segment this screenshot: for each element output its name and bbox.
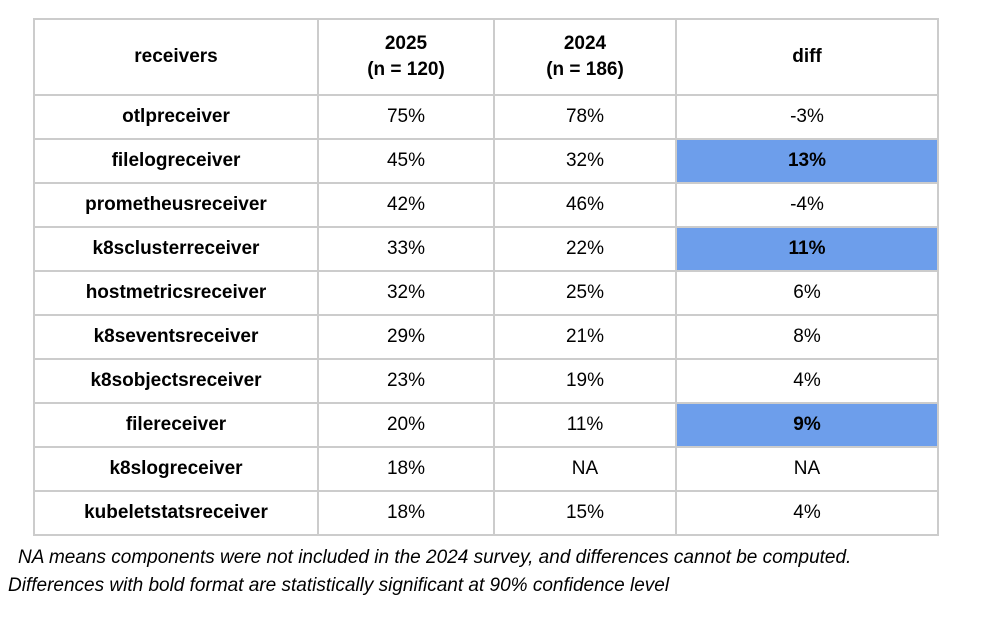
diff-cell: -3%	[675, 94, 939, 140]
diff-cell: 11%	[675, 226, 939, 272]
value-2024-cell: 21%	[493, 314, 677, 360]
value-2025-cell: 45%	[317, 138, 495, 184]
table-row: k8slogreceiver 18% NA NA	[33, 446, 939, 492]
col-header-2025-year: 2025	[384, 33, 428, 54]
col-header-diff: diff	[675, 18, 939, 96]
col-header-diff-label: diff	[792, 46, 822, 67]
table-body: otlpreceiver 75% 78% -3% filelogreceiver 45% 3…	[33, 94, 939, 536]
receiver-name-cell: k8sclusterreceiver	[33, 226, 319, 272]
diff-cell: 13%	[675, 138, 939, 184]
diff-cell: 6%	[675, 270, 939, 316]
value-2024-cell: NA	[493, 446, 677, 492]
table-row: k8sclusterreceiver 33% 22% 11%	[33, 226, 939, 272]
value-2024-cell: 19%	[493, 358, 677, 404]
col-header-receivers-label: receivers	[134, 46, 218, 67]
receiver-name-cell: hostmetricsreceiver	[33, 270, 319, 316]
col-header-receivers: receivers	[33, 18, 319, 96]
table-row: filereceiver 20% 11% 9%	[33, 402, 939, 448]
receiver-name-cell: filereceiver	[33, 402, 319, 448]
value-2024-cell: 46%	[493, 182, 677, 228]
table-row: prometheusreceiver 42% 46% -4%	[33, 182, 939, 228]
value-2025-cell: 23%	[317, 358, 495, 404]
footnotes: NA means components were not included in…	[8, 544, 976, 600]
value-2024-cell: 78%	[493, 94, 677, 140]
receiver-name-cell: prometheusreceiver	[33, 182, 319, 228]
receiver-name-cell: otlpreceiver	[33, 94, 319, 140]
table-row: kubeletstatsreceiver 18% 15% 4%	[33, 490, 939, 536]
value-2024-cell: 11%	[493, 402, 677, 448]
table-row: k8seventsreceiver 29% 21% 8%	[33, 314, 939, 360]
receiver-name-cell: k8slogreceiver	[33, 446, 319, 492]
table-header: receivers 2025 (n = 120) 2024 (n = 186) …	[33, 18, 939, 96]
col-header-2025-n: (n = 120)	[367, 59, 445, 80]
value-2024-cell: 25%	[493, 270, 677, 316]
value-2025-cell: 75%	[317, 94, 495, 140]
col-header-2025: 2025 (n = 120)	[317, 18, 495, 96]
value-2025-cell: 18%	[317, 446, 495, 492]
col-header-2024-year: 2024	[563, 33, 607, 54]
table-row: k8sobjectsreceiver 23% 19% 4%	[33, 358, 939, 404]
value-2025-cell: 29%	[317, 314, 495, 360]
diff-cell: 4%	[675, 358, 939, 404]
value-2024-cell: 32%	[493, 138, 677, 184]
receivers-table: receivers 2025 (n = 120) 2024 (n = 186) …	[33, 18, 939, 536]
value-2025-cell: 20%	[317, 402, 495, 448]
table-row: filelogreceiver 45% 32% 13%	[33, 138, 939, 184]
footnote-na: NA means components were not included in…	[18, 547, 852, 568]
col-header-2024: 2024 (n = 186)	[493, 18, 677, 96]
footnote-significance: Differences with bold format are statist…	[8, 575, 670, 596]
diff-cell: NA	[675, 446, 939, 492]
value-2024-cell: 22%	[493, 226, 677, 272]
value-2025-cell: 18%	[317, 490, 495, 536]
table-row: hostmetricsreceiver 32% 25% 6%	[33, 270, 939, 316]
receiver-name-cell: k8sobjectsreceiver	[33, 358, 319, 404]
header-row: receivers 2025 (n = 120) 2024 (n = 186) …	[33, 18, 939, 96]
receiver-name-cell: filelogreceiver	[33, 138, 319, 184]
table-row: otlpreceiver 75% 78% -3%	[33, 94, 939, 140]
value-2025-cell: 32%	[317, 270, 495, 316]
receiver-name-cell: k8seventsreceiver	[33, 314, 319, 360]
value-2025-cell: 42%	[317, 182, 495, 228]
diff-cell: 4%	[675, 490, 939, 536]
col-header-2024-n: (n = 186)	[546, 59, 624, 80]
receiver-name-cell: kubeletstatsreceiver	[33, 490, 319, 536]
diff-cell: 8%	[675, 314, 939, 360]
diff-cell: -4%	[675, 182, 939, 228]
value-2024-cell: 15%	[493, 490, 677, 536]
value-2025-cell: 33%	[317, 226, 495, 272]
diff-cell: 9%	[675, 402, 939, 448]
